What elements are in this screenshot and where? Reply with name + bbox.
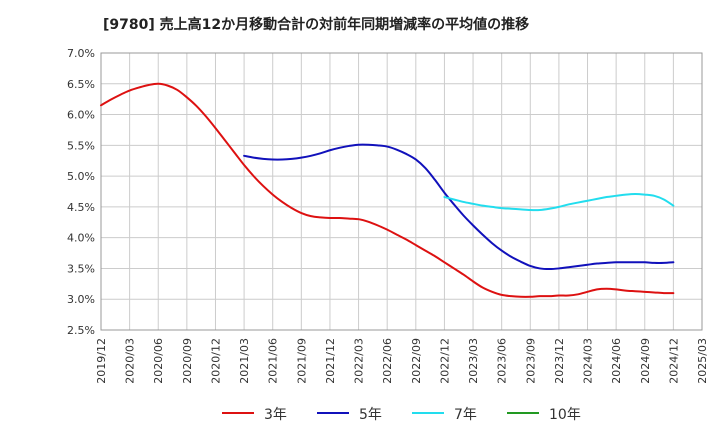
x-tick-label: 2022/03 xyxy=(353,338,366,384)
series-line-1 xyxy=(100,82,675,298)
x-tick-label: 2021/06 xyxy=(267,338,280,384)
chart-title: [9780] 売上高12か月移動合計の対前年同期増減率の平均値の推移 xyxy=(103,17,530,33)
y-tick-label: 5.5% xyxy=(67,139,95,152)
legend-label-2: 5年 xyxy=(359,407,382,423)
y-tick-label: 5.0% xyxy=(67,170,95,183)
x-tick-label: 2021/12 xyxy=(324,338,337,384)
legend-label-3: 7年 xyxy=(454,407,477,423)
x-tick-label: 2020/12 xyxy=(209,338,222,384)
y-tick-label: 6.5% xyxy=(67,78,95,91)
y-tick-label: 7.0% xyxy=(67,47,95,60)
x-tick-label: 2022/06 xyxy=(381,338,394,384)
series-line-2 xyxy=(243,143,675,271)
legend-label-4: 10年 xyxy=(549,407,581,423)
x-tick-label: 2023/12 xyxy=(553,338,566,384)
x-tick-label: 2023/09 xyxy=(524,338,537,384)
x-tick-label: 2023/06 xyxy=(496,338,509,384)
x-tick-label: 2024/06 xyxy=(610,338,623,384)
x-tick-label: 2024/12 xyxy=(667,338,680,384)
x-tick-label: 2024/03 xyxy=(582,338,595,384)
y-tick-label: 6.0% xyxy=(67,109,95,122)
y-tick-label: 4.5% xyxy=(67,201,95,214)
plot-frame xyxy=(100,52,703,331)
x-tick-label: 2019/12 xyxy=(95,338,108,384)
x-tick-label: 2020/09 xyxy=(181,338,194,384)
y-tick-label: 2.5% xyxy=(67,324,95,337)
x-tick-label: 2023/03 xyxy=(467,338,480,384)
series-line-3 xyxy=(443,192,675,212)
x-tick-label: 2024/09 xyxy=(639,338,652,384)
x-tick-label: 2020/03 xyxy=(124,338,137,384)
x-tick-label: 2020/06 xyxy=(152,338,165,384)
y-tick-label: 3.0% xyxy=(67,293,95,306)
x-tick-label: 2021/03 xyxy=(238,338,251,384)
x-tick-label: 2025/03 xyxy=(696,338,709,384)
y-tick-label: 4.0% xyxy=(67,232,95,245)
legend-label-1: 3年 xyxy=(264,407,287,423)
x-tick-label: 2022/12 xyxy=(438,338,451,384)
x-tick-label: 2022/09 xyxy=(410,338,423,384)
x-tick-label: 2021/09 xyxy=(295,338,308,384)
y-tick-label: 3.5% xyxy=(67,262,95,275)
